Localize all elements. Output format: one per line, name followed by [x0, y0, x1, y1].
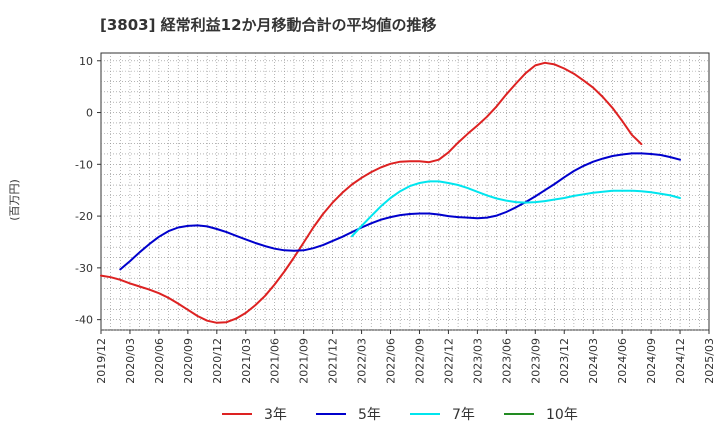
legend-label: 5年 [358, 407, 381, 423]
x-tick-label: 2024/03 [587, 338, 600, 384]
y-axis-label: (百万円) [8, 179, 21, 221]
x-tick-label: 2023/12 [558, 338, 571, 384]
series-line-5年 [119, 152, 681, 271]
y-tick-label: 10 [79, 55, 93, 68]
x-tick-label: 2020/03 [124, 338, 137, 384]
series-lines [100, 61, 681, 324]
x-tick-label: 2021/12 [327, 338, 340, 384]
chart-title: [3803] 経常利益12か月移動合計の平均値の推移 [100, 16, 437, 34]
series-line-7年 [350, 180, 681, 238]
x-tick-label: 2023/06 [500, 338, 513, 384]
y-tick-label: -20 [75, 210, 93, 223]
x-tick-label: 2020/12 [211, 338, 224, 384]
legend-label: 3年 [264, 407, 287, 423]
y-tick-label: -10 [75, 158, 93, 171]
x-tick-label: 2021/09 [298, 338, 311, 384]
y-tick-label: 0 [86, 107, 93, 120]
x-tick-label: 2024/06 [616, 338, 629, 384]
y-tick-label: -30 [75, 262, 93, 275]
x-tick-label: 2021/03 [240, 338, 253, 384]
legend-label: 7年 [452, 407, 475, 423]
x-tick-label: 2025/03 [703, 338, 716, 384]
y-tick-label: -40 [75, 314, 93, 327]
x-tick-label: 2023/09 [529, 338, 542, 384]
x-tick-label: 2022/06 [385, 338, 398, 384]
x-tick-label: 2022/03 [356, 338, 369, 384]
x-tick-label: 2023/03 [471, 338, 484, 384]
x-tick-label: 2022/12 [442, 338, 455, 384]
legend: 3年 5年 7年 10年 [222, 407, 578, 423]
series-line-3年 [100, 61, 643, 324]
x-tick-label: 2022/09 [413, 338, 426, 384]
x-tick-label: 2024/09 [645, 338, 658, 384]
x-tick-label: 2019/12 [95, 338, 108, 384]
x-tick-label: 2024/12 [674, 338, 687, 384]
x-tick-label: 2020/06 [153, 338, 166, 384]
legend-label: 10年 [546, 407, 578, 423]
x-tick-label: 2021/06 [269, 338, 282, 384]
x-tick-label: 2020/09 [182, 338, 195, 384]
